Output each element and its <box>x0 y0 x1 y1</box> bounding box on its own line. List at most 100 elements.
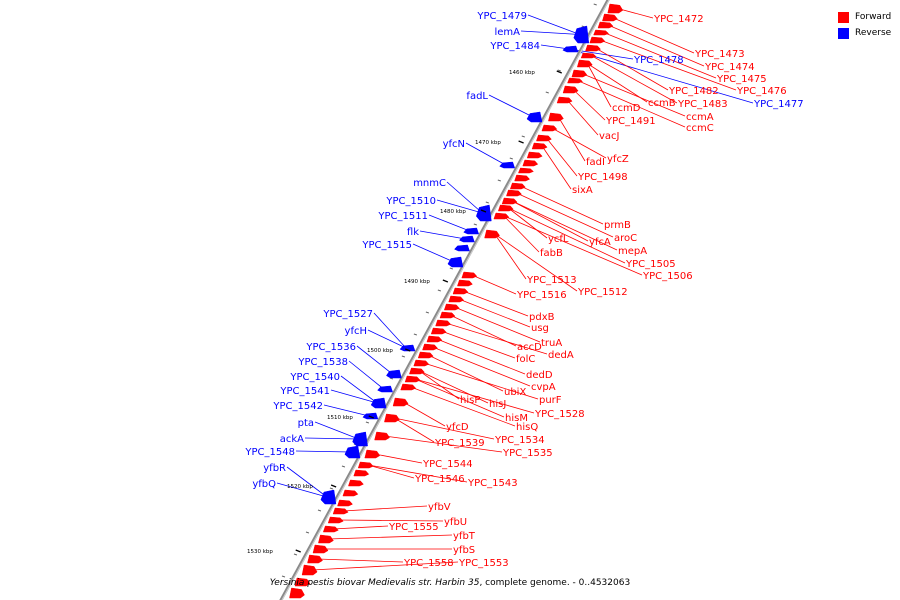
forward-gene-label-pdxb: pdxB <box>529 312 555 323</box>
gene-feature-reverse <box>573 25 590 44</box>
reverse-gene-label-ypc-1477: YPC_1477 <box>753 99 804 110</box>
caption-rest: , complete genome. - 0..4532063 <box>479 578 631 588</box>
forward-gene-label-yfbs: yfbS <box>453 545 475 556</box>
forward-leader-line <box>317 558 404 563</box>
scale-tick <box>518 140 524 144</box>
forward-leader-line <box>511 200 589 242</box>
axis-tick <box>425 311 430 314</box>
gene-feature-forward <box>457 279 473 287</box>
reverse-leader-line <box>340 375 378 404</box>
gene-feature-forward <box>307 554 323 564</box>
scale-label-1500-kbp: 1500 kbp <box>367 348 393 354</box>
forward-leader-line <box>458 298 531 328</box>
forward-leader-line <box>612 17 695 54</box>
reverse-gene-label-ypc-1540: YPC_1540 <box>289 372 340 383</box>
forward-gene-label-hism: hisM <box>505 413 528 424</box>
gene-feature-forward <box>602 13 618 22</box>
forward-swatch <box>838 11 849 23</box>
legend-forward-label: Forward <box>855 12 892 22</box>
forward-leader-line <box>572 89 606 121</box>
gene-feature-forward <box>506 189 522 197</box>
reverse-gene-label-ypc-1538: YPC_1538 <box>297 357 348 368</box>
forward-gene-label-yfbt: yfbT <box>453 531 476 542</box>
gene-feature-reverse <box>386 369 402 379</box>
gene-feature-forward <box>332 507 349 515</box>
axis-tick <box>293 553 298 556</box>
reverse-leader-line <box>527 14 580 35</box>
gene-feature-forward <box>589 36 606 44</box>
forward-gene-label-yfca: yfcA <box>589 237 611 248</box>
gene-feature-forward <box>435 319 452 327</box>
gene-feature-forward <box>322 525 339 533</box>
gene-labels: YPC_1479 lemA YPC_1484 YPC_1478 YPC_1477 fadL… <box>244 11 803 569</box>
forward-leader-line <box>520 185 604 225</box>
forward-leader-line <box>441 330 516 359</box>
reverse-leader-line <box>419 230 466 240</box>
forward-leader-line <box>503 215 540 253</box>
axis-tick <box>521 135 525 138</box>
reverse-gene-label-ypc-1510: YPC_1510 <box>385 196 436 207</box>
scale-labels: 1460 kbp 1470 kbp 1480 kbp 1490 kbp 1500 kbp… <box>247 70 563 555</box>
scale-label-1460-kbp: 1460 kbp <box>509 70 535 76</box>
forward-leader-line <box>333 525 389 530</box>
reverse-gene-label-ypc-1541: YPC_1541 <box>279 386 330 397</box>
gene-feature-forward <box>576 59 593 68</box>
forward-gene-label-ypc-1482: YPC_1482 <box>668 86 719 97</box>
axis-tick <box>509 157 513 160</box>
gene-feature-forward <box>289 587 305 599</box>
forward-leader-line <box>445 322 548 355</box>
forward-gene-label-ypc-1513: YPC_1513 <box>526 275 577 286</box>
gene-feature-reverse <box>399 344 416 352</box>
forward-leader-line <box>312 561 459 571</box>
forward-leader-line <box>587 63 648 103</box>
forward-gene-label-ypc-1555: YPC_1555 <box>388 522 439 533</box>
reverse-leader-line <box>568 48 754 104</box>
forward-gene-label-fabb: fabB <box>540 248 563 259</box>
axis-tick <box>317 509 322 512</box>
reverse-leader-line <box>488 94 534 118</box>
gene-feature-reverse <box>499 161 516 169</box>
gene-feature-forward <box>461 271 478 279</box>
gene-feature-forward <box>417 351 434 359</box>
scale-tick <box>556 70 563 74</box>
forward-leader-line <box>374 453 423 464</box>
caption-species: Yersinia pestis biovar Medievalis str. H… <box>269 578 480 588</box>
gene-feature-reverse <box>458 235 475 243</box>
axis-tick <box>497 179 501 182</box>
gene-feature-forward <box>422 343 438 351</box>
gene-feature-forward <box>501 197 518 205</box>
gene-feature-forward <box>439 311 456 319</box>
forward-leader-line <box>595 47 669 91</box>
reverse-gene-label-yfcn: yfcN <box>443 139 465 150</box>
scale-label-1470-kbp: 1470 kbp <box>475 140 501 146</box>
forward-gene-label-mepa: mepA <box>618 246 647 257</box>
forward-leader-line <box>368 464 468 483</box>
forward-gene-label-ypc-1476: YPC_1476 <box>736 86 787 97</box>
gene-feature-reverse <box>352 431 368 447</box>
forward-gene-label-ypc-1544: YPC_1544 <box>422 459 473 470</box>
gene-feature-forward <box>567 77 583 84</box>
gene-feature-forward <box>571 69 588 78</box>
gene-feature-forward <box>484 229 500 239</box>
axis-tick <box>329 487 334 490</box>
reverse-gene-label-lema: lemA <box>494 27 520 38</box>
reverse-gene-label-yfbr: yfbR <box>263 463 286 474</box>
scale-label-1530-kbp: 1530 kbp <box>247 549 273 555</box>
reverse-leader-line <box>428 214 470 232</box>
gene-feature-forward <box>348 479 364 487</box>
reverse-leader-line <box>286 466 328 498</box>
reverse-leader-line <box>446 181 483 214</box>
axis-tick <box>593 3 597 6</box>
gene-feature-forward <box>597 21 614 29</box>
forward-gene-label-ccmb: ccmB <box>648 98 676 109</box>
forward-gene-label-ypc-1534: YPC_1534 <box>494 435 545 446</box>
reverse-gene-label-acka: ackA <box>280 434 304 445</box>
gene-feature-forward <box>430 327 447 335</box>
reverse-gene-label-yfbq: yfbQ <box>252 479 276 490</box>
axis-tick <box>305 531 310 534</box>
forward-leader-line <box>607 24 705 67</box>
gene-features <box>289 3 624 599</box>
reverse-leader-line <box>295 450 351 453</box>
axis-tick <box>473 223 477 226</box>
